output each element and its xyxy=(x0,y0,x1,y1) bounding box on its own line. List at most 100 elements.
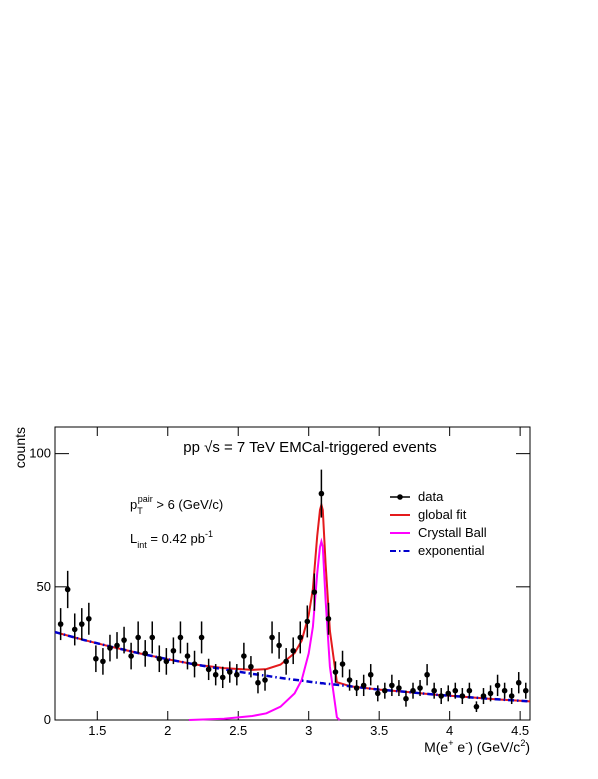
data-point xyxy=(445,690,452,697)
x-tick-label: 3.5 xyxy=(370,723,388,738)
data-point xyxy=(367,671,374,678)
data-point xyxy=(473,703,480,710)
data-point xyxy=(198,634,205,641)
legend-label: Crystall Ball xyxy=(418,525,487,540)
data-point xyxy=(382,687,388,694)
data-point xyxy=(128,653,134,659)
x-tick-label: 2 xyxy=(164,723,171,738)
data-point xyxy=(508,693,515,699)
x-tick-label: 4 xyxy=(446,723,453,738)
data-point xyxy=(255,679,261,686)
data-point xyxy=(501,687,508,694)
legend-label: global fit xyxy=(418,507,467,522)
data-point xyxy=(459,693,466,699)
annotation: pTpair > 6 (GeV/c) xyxy=(130,494,223,516)
annotation-part: > 6 (GeV/c) xyxy=(153,497,223,512)
annotation-part: int xyxy=(137,540,147,550)
x-label-part: ) xyxy=(525,739,530,755)
annotation-part: T xyxy=(137,506,143,516)
x-tick-label: 4.5 xyxy=(511,723,529,738)
data-point xyxy=(121,637,127,643)
y-axis-label: counts xyxy=(12,427,28,468)
data-point xyxy=(78,621,85,627)
data-point xyxy=(100,658,106,665)
data-point xyxy=(149,634,156,641)
x-label-part: 2 xyxy=(520,738,525,748)
x-label-part: + xyxy=(448,738,453,748)
data-point xyxy=(424,671,430,678)
data-point xyxy=(170,647,177,654)
data-point xyxy=(325,615,332,622)
data-point xyxy=(480,693,487,699)
data-point xyxy=(360,682,367,689)
data-point xyxy=(219,674,226,681)
data-point xyxy=(262,677,268,683)
chart-title: pp √s = 7 TeV EMCal-triggered events xyxy=(183,439,437,456)
data-point xyxy=(374,690,381,697)
annotation-part: L xyxy=(130,531,137,546)
data-point xyxy=(346,677,353,683)
annotation-part: p xyxy=(130,497,137,512)
data-point xyxy=(297,634,304,641)
data-point xyxy=(135,634,141,641)
data-point xyxy=(515,679,522,686)
data-point xyxy=(86,615,92,622)
data-point xyxy=(64,586,71,593)
data-point xyxy=(177,634,184,641)
data-point xyxy=(57,621,64,627)
data-point xyxy=(184,653,191,659)
data-point xyxy=(410,687,416,694)
x-tick-label: 1.5 xyxy=(88,723,106,738)
plot-frame xyxy=(54,426,531,721)
data-point xyxy=(417,685,423,691)
fit-curve xyxy=(188,537,341,721)
data-point xyxy=(389,682,395,689)
fit-curve xyxy=(54,500,531,703)
data-point xyxy=(290,647,297,654)
data-point xyxy=(107,645,113,651)
x-axis-label: M(e+ e-) (GeV/c2) xyxy=(424,738,530,755)
data-point xyxy=(212,671,219,678)
x-tick-label: 2.5 xyxy=(229,723,247,738)
data-point xyxy=(396,685,402,691)
data-point xyxy=(163,658,170,665)
data-point xyxy=(234,671,240,678)
legend-label: data xyxy=(418,489,444,504)
data-point xyxy=(431,687,437,694)
data-point xyxy=(466,687,473,694)
y-tick-label: 50 xyxy=(37,579,51,594)
x-label-part: M(e xyxy=(424,739,448,755)
data-point xyxy=(487,690,494,697)
annotation: Lint = 0.42 pb-1 xyxy=(130,529,213,550)
legend-swatch xyxy=(397,494,403,500)
annotation-part: = 0.42 pb xyxy=(147,531,205,546)
data-point xyxy=(318,490,325,497)
data-point xyxy=(114,642,120,649)
data-point xyxy=(452,687,459,694)
legend-label: exponential xyxy=(418,543,485,558)
x-label-part: e xyxy=(454,739,466,755)
data-point xyxy=(142,650,149,657)
data-point xyxy=(269,634,275,641)
data-point xyxy=(332,669,339,675)
data-point xyxy=(93,655,99,662)
data-point xyxy=(438,693,445,699)
data-point xyxy=(494,682,501,689)
data-point xyxy=(353,685,360,691)
data-point xyxy=(71,626,78,633)
x-label-part: - xyxy=(465,738,468,748)
data-point xyxy=(304,618,311,625)
y-tick-label: 100 xyxy=(29,446,51,461)
data-point xyxy=(241,653,247,659)
data-point xyxy=(156,655,163,662)
data-point xyxy=(226,669,233,675)
data-point xyxy=(283,658,289,665)
x-tick-label: 3 xyxy=(305,723,312,738)
data-point xyxy=(205,666,212,673)
x-label-part: ) (GeV/c xyxy=(468,739,520,755)
data-point xyxy=(339,661,346,667)
data-point xyxy=(191,661,198,667)
data-point xyxy=(403,695,409,702)
